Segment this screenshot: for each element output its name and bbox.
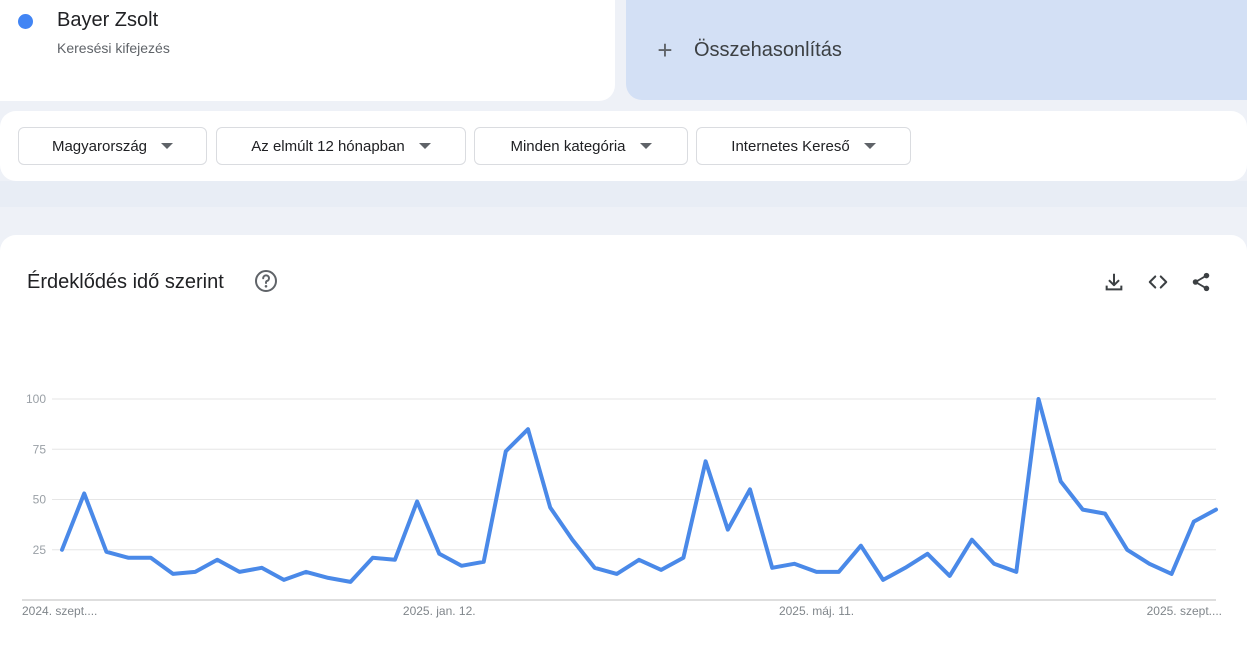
search-term-name[interactable]: Bayer Zsolt (57, 9, 159, 31)
data-point[interactable] (1211, 505, 1221, 515)
data-point[interactable] (190, 567, 200, 577)
y-tick-label: 75 (33, 442, 47, 456)
data-point[interactable] (434, 549, 444, 559)
data-point[interactable] (634, 555, 644, 565)
data-point[interactable] (235, 567, 245, 577)
data-point[interactable] (923, 549, 933, 559)
data-point[interactable] (412, 497, 422, 507)
data-point[interactable] (878, 575, 888, 585)
data-point[interactable] (1100, 509, 1110, 519)
region-filter-dropdown[interactable]: Magyarország (18, 127, 207, 165)
data-point[interactable] (257, 563, 267, 573)
data-point[interactable] (1078, 505, 1088, 515)
embed-icon[interactable] (1147, 271, 1169, 293)
data-point[interactable] (1144, 559, 1154, 569)
data-point[interactable] (545, 503, 555, 513)
period-filter-label: Az elmúlt 12 hónapban (251, 137, 405, 155)
chevron-down-icon (639, 143, 652, 149)
data-point[interactable] (945, 571, 955, 581)
data-point[interactable] (79, 488, 89, 498)
data-point[interactable] (834, 567, 844, 577)
data-point[interactable] (456, 561, 466, 571)
y-tick-label: 100 (26, 392, 46, 406)
y-tick-label: 50 (33, 493, 47, 507)
data-point[interactable] (1056, 476, 1066, 486)
data-point[interactable] (279, 575, 289, 585)
data-point[interactable] (479, 557, 489, 567)
data-point[interactable] (678, 553, 688, 563)
series-line-bayer-zsolt[interactable] (60, 397, 1218, 584)
data-point[interactable] (323, 573, 333, 583)
x-tick-label: 2025. szept.... (1147, 604, 1222, 618)
search-term-type: Keresési kifejezés (57, 40, 170, 56)
data-point[interactable] (1122, 545, 1132, 555)
data-point[interactable] (1011, 567, 1021, 577)
data-point[interactable] (368, 553, 378, 563)
data-point[interactable] (168, 569, 178, 579)
data-point[interactable] (812, 567, 822, 577)
x-tick-label: 2024. szept.... (22, 604, 97, 618)
series-color-dot (18, 14, 33, 29)
compare-label: Összehasonlítás (694, 38, 842, 61)
data-point[interactable] (590, 563, 600, 573)
panel-title: Érdeklődés idő szerint (27, 271, 224, 293)
x-tick-label: 2025. máj. 11. (779, 604, 854, 618)
data-point[interactable] (989, 559, 999, 569)
plus-icon: + (657, 35, 673, 65)
download-icon[interactable] (1103, 271, 1125, 293)
data-point[interactable] (723, 525, 733, 535)
data-point[interactable] (789, 559, 799, 569)
data-point[interactable] (212, 555, 222, 565)
filter-bar: Magyarország Az elmúlt 12 hónapban Minde… (0, 111, 1247, 181)
chevron-down-icon (863, 143, 876, 149)
data-point[interactable] (767, 563, 777, 573)
data-point[interactable] (57, 545, 67, 555)
y-tick-label: 25 (33, 543, 47, 557)
category-filter-label: Minden kategória (510, 137, 626, 155)
data-point[interactable] (1189, 517, 1199, 527)
data-point[interactable] (124, 553, 134, 563)
data-point[interactable] (1167, 569, 1177, 579)
source-filter-dropdown[interactable]: Internetes Kereső (696, 127, 911, 165)
share-icon[interactable] (1190, 271, 1212, 293)
data-point[interactable] (501, 446, 511, 456)
interest-line-chart: 25 50 75 100 2024. szept.... 2025. jan. 12. 20… (22, 392, 1222, 618)
data-point[interactable] (301, 567, 311, 577)
data-point[interactable] (656, 565, 666, 575)
search-term-card[interactable]: Bayer Zsolt Keresési kifejezés (0, 0, 615, 101)
data-point[interactable] (745, 484, 755, 494)
data-point[interactable] (523, 424, 533, 434)
chevron-down-icon (161, 143, 174, 149)
data-point[interactable] (967, 535, 977, 545)
chevron-down-icon (418, 143, 431, 149)
data-point[interactable] (146, 553, 156, 563)
source-filter-label: Internetes Kereső (731, 137, 850, 155)
x-tick-label: 2025. jan. 12. (403, 604, 476, 618)
category-filter-dropdown[interactable]: Minden kategória (474, 127, 688, 165)
compare-button[interactable]: + Összehasonlítás (626, 0, 1247, 100)
region-filter-label: Magyarország (51, 137, 148, 155)
help-icon[interactable] (254, 269, 278, 293)
data-point[interactable] (390, 555, 400, 565)
data-point[interactable] (346, 577, 356, 587)
section-divider (0, 181, 1247, 207)
data-point[interactable] (612, 569, 622, 579)
data-point[interactable] (900, 563, 910, 573)
data-point[interactable] (701, 456, 711, 466)
interest-over-time-panel: Érdeklődés idő szerint 25 50 75 100 2024. sz… (0, 235, 1247, 646)
data-point[interactable] (856, 541, 866, 551)
period-filter-dropdown[interactable]: Az elmúlt 12 hónapban (216, 127, 466, 165)
data-point[interactable] (101, 547, 111, 557)
data-point[interactable] (1033, 394, 1043, 404)
data-point[interactable] (567, 535, 577, 545)
